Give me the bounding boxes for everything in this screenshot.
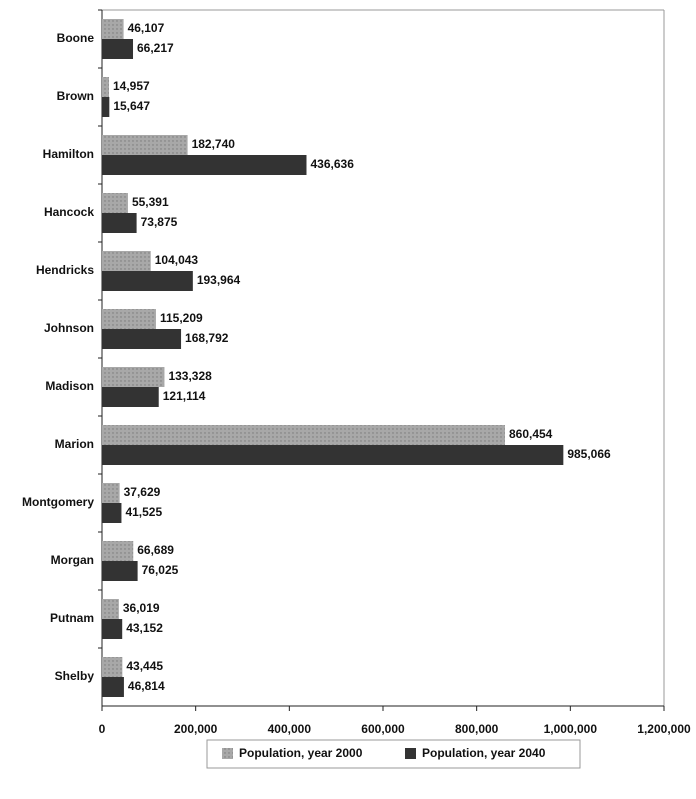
value-label: 73,875	[141, 215, 178, 229]
x-tick-label: 800,000	[455, 722, 499, 736]
value-label: 46,814	[128, 679, 165, 693]
bar	[102, 561, 138, 581]
x-tick-label: 0	[99, 722, 106, 736]
value-label: 985,066	[567, 447, 611, 461]
value-label: 36,019	[123, 601, 160, 615]
bar	[102, 39, 134, 59]
y-tick-label: Putnam	[50, 611, 94, 625]
value-label: 55,391	[132, 195, 169, 209]
value-label: 41,525	[125, 505, 162, 519]
y-tick-label: Hancock	[44, 205, 94, 219]
bar	[102, 541, 134, 561]
value-label: 104,043	[155, 253, 199, 267]
value-label: 121,114	[163, 389, 206, 403]
y-tick-label: Morgan	[51, 553, 94, 567]
bar	[102, 77, 110, 97]
value-label: 66,217	[137, 41, 174, 55]
y-tick-label: Hendricks	[36, 263, 94, 277]
bar	[102, 387, 159, 407]
y-tick-label: Boone	[57, 31, 95, 45]
y-tick-label: Johnson	[44, 321, 94, 335]
bar	[102, 135, 188, 155]
bar	[102, 483, 120, 503]
bar	[102, 309, 156, 329]
bar	[102, 367, 165, 387]
value-label: 436,636	[310, 157, 354, 171]
value-label: 15,647	[113, 99, 150, 113]
bar	[102, 213, 137, 233]
value-label: 193,964	[197, 273, 241, 287]
x-tick-label: 1,200,000	[637, 722, 691, 736]
y-tick-label: Marion	[55, 437, 94, 451]
bar	[102, 97, 110, 117]
value-label: 37,629	[124, 485, 161, 499]
bar	[102, 329, 182, 349]
bar	[102, 503, 122, 523]
legend-swatch	[222, 748, 233, 759]
value-label: 66,689	[137, 543, 174, 557]
bar	[102, 155, 307, 175]
x-tick-label: 400,000	[268, 722, 312, 736]
legend-swatch	[405, 748, 416, 759]
x-tick-label: 600,000	[361, 722, 405, 736]
y-tick-label: Hamilton	[43, 147, 94, 161]
y-tick-label: Shelby	[55, 669, 95, 683]
value-label: 133,328	[168, 369, 212, 383]
bar	[102, 193, 128, 213]
value-label: 115,209	[160, 311, 203, 325]
value-label: 14,957	[113, 79, 150, 93]
legend-label: Population, year 2040	[422, 746, 546, 760]
y-tick-label: Montgomery	[22, 495, 94, 509]
legend-box	[206, 739, 581, 769]
value-label: 43,445	[126, 659, 163, 673]
bar	[102, 599, 119, 619]
bar	[102, 271, 193, 291]
value-label: 182,740	[192, 137, 236, 151]
bar	[102, 657, 123, 677]
y-tick-label: Brown	[57, 89, 94, 103]
bar	[102, 445, 564, 465]
value-label: 43,152	[126, 621, 163, 635]
value-label: 168,792	[185, 331, 229, 345]
legend-label: Population, year 2000	[239, 746, 363, 760]
bar	[102, 19, 124, 39]
x-tick-label: 200,000	[174, 722, 218, 736]
bar	[102, 619, 123, 639]
value-label: 46,107	[128, 21, 165, 35]
x-tick-label: 1,000,000	[544, 722, 598, 736]
bar	[102, 677, 124, 697]
y-tick-label: Madison	[45, 379, 94, 393]
bar	[102, 251, 151, 271]
value-label: 860,454	[509, 427, 553, 441]
value-label: 76,025	[142, 563, 179, 577]
bar	[102, 425, 505, 445]
